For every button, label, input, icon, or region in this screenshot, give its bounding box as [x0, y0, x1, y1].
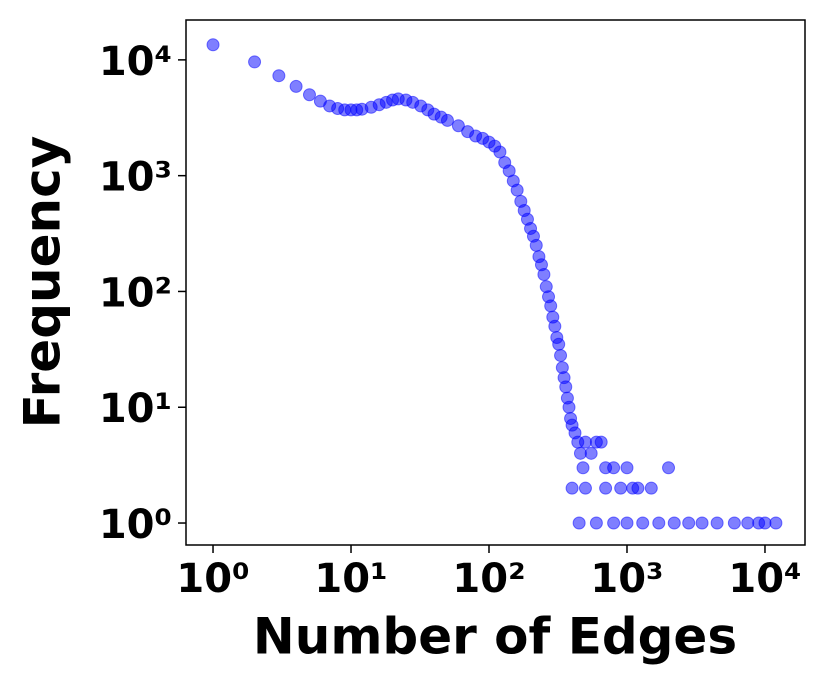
point: [529, 238, 543, 252]
point: [302, 88, 316, 102]
point: [440, 113, 454, 127]
point: [758, 516, 772, 530]
point: [644, 481, 658, 495]
point: [652, 516, 666, 530]
point: [559, 380, 573, 394]
x-tick-label: 10³: [590, 556, 663, 602]
y-tick-label: 10⁰: [99, 502, 172, 548]
point: [578, 481, 592, 495]
point: [636, 516, 650, 530]
point: [620, 461, 634, 475]
x-tick-label: 10⁴: [728, 556, 801, 602]
x-tick-label: 10⁰: [176, 556, 249, 602]
point: [662, 461, 676, 475]
y-axis-label: Frequency: [14, 136, 72, 429]
point: [272, 69, 286, 83]
point: [578, 435, 592, 449]
point: [614, 481, 628, 495]
point: [289, 79, 303, 93]
point: [741, 516, 755, 530]
point: [537, 268, 551, 282]
y-tick-label: 10²: [99, 270, 172, 316]
point: [548, 319, 562, 333]
point: [451, 119, 465, 133]
point: [206, 38, 220, 52]
point: [248, 55, 262, 69]
point: [607, 516, 621, 530]
point: [552, 337, 566, 351]
y-tick-label: 10³: [99, 155, 172, 201]
point: [589, 516, 603, 530]
x-tick-label: 10²: [452, 556, 525, 602]
point: [573, 446, 587, 460]
point: [695, 516, 709, 530]
point: [510, 183, 524, 197]
point: [607, 461, 621, 475]
point: [682, 516, 696, 530]
y-tick-label: 10⁴: [99, 39, 172, 85]
point: [620, 516, 634, 530]
x-axis-label: Number of Edges: [253, 608, 737, 666]
point: [572, 516, 586, 530]
point: [544, 299, 558, 313]
plot-frame: [185, 19, 806, 546]
point: [493, 145, 507, 159]
point: [562, 400, 576, 414]
point: [710, 516, 724, 530]
point: [565, 481, 579, 495]
x-tick-label: 10¹: [314, 556, 387, 602]
point: [576, 461, 590, 475]
point: [554, 348, 568, 362]
point: [667, 516, 681, 530]
y-tick-label: 10¹: [99, 386, 172, 432]
point: [584, 446, 598, 460]
point: [727, 516, 741, 530]
point: [594, 435, 608, 449]
point: [769, 516, 783, 530]
point: [599, 481, 613, 495]
point: [626, 481, 640, 495]
